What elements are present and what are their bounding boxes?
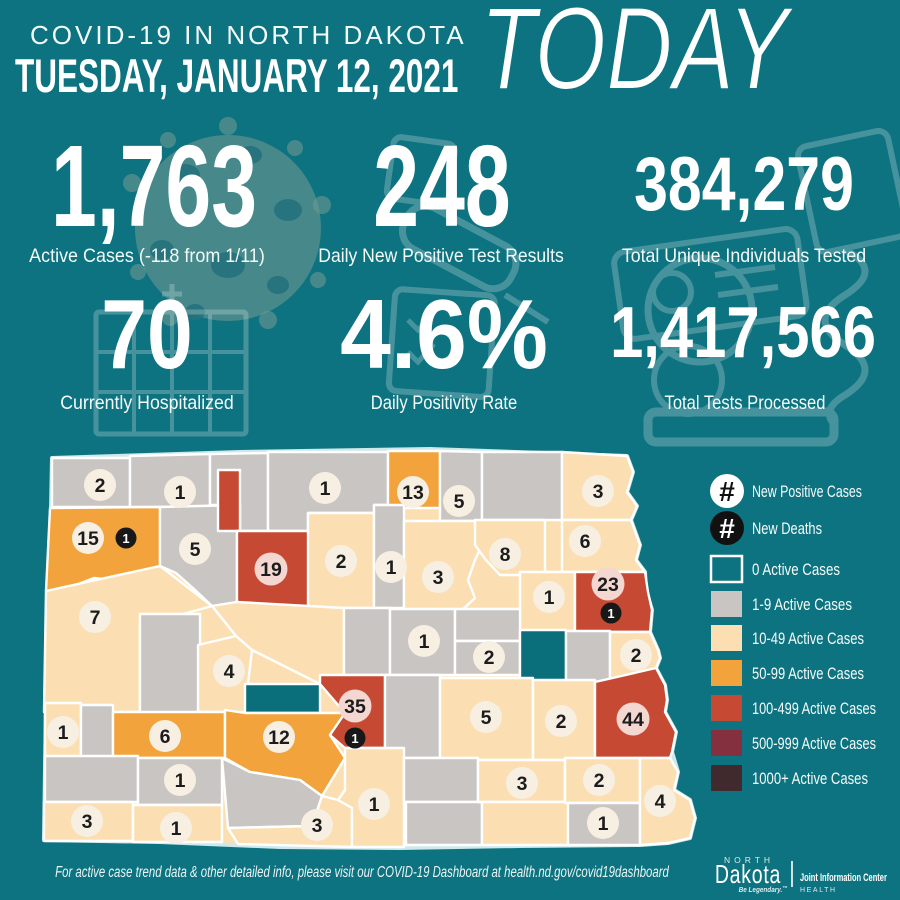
svg-text:15: 15 <box>77 528 99 550</box>
svg-text:1: 1 <box>419 631 430 653</box>
svg-text:1: 1 <box>175 770 186 792</box>
svg-text:1: 1 <box>369 794 380 816</box>
svg-text:1: 1 <box>386 557 397 579</box>
svg-text:8: 8 <box>500 544 511 566</box>
svg-text:3: 3 <box>82 811 93 833</box>
svg-text:5: 5 <box>454 491 465 513</box>
svg-text:1: 1 <box>175 482 186 504</box>
svg-text:100-499 Active Cases: 100-499 Active Cases <box>752 700 876 718</box>
svg-text:3: 3 <box>433 567 444 589</box>
svg-text:#: # <box>719 476 735 507</box>
svg-text:12: 12 <box>268 727 290 749</box>
svg-text:10-49 Active Cases: 10-49 Active Cases <box>752 630 864 648</box>
svg-text:35: 35 <box>344 696 366 718</box>
svg-text:23: 23 <box>597 574 619 596</box>
svg-text:3: 3 <box>312 815 323 837</box>
svg-text:7: 7 <box>90 607 101 629</box>
svg-text:1: 1 <box>58 722 69 744</box>
svg-text:1: 1 <box>122 531 129 546</box>
svg-text:500-999 Active Cases: 500-999 Active Cases <box>752 735 876 753</box>
svg-text:1: 1 <box>171 818 182 840</box>
svg-text:13: 13 <box>402 482 424 504</box>
svg-text:2: 2 <box>556 711 567 733</box>
svg-text:#: # <box>719 513 735 544</box>
svg-text:1: 1 <box>607 606 614 621</box>
svg-text:3: 3 <box>517 773 528 795</box>
svg-text:4: 4 <box>655 791 666 813</box>
svg-text:6: 6 <box>580 531 591 553</box>
svg-text:44: 44 <box>622 709 644 731</box>
svg-text:2: 2 <box>336 551 347 573</box>
svg-text:2: 2 <box>594 770 605 792</box>
svg-text:New Positive Cases: New Positive Cases <box>752 483 862 501</box>
svg-text:50-99 Active Cases: 50-99 Active Cases <box>752 665 864 683</box>
svg-text:3: 3 <box>593 481 604 503</box>
svg-text:2: 2 <box>631 645 642 667</box>
svg-text:4: 4 <box>224 661 235 683</box>
svg-text:19: 19 <box>260 559 282 581</box>
svg-text:5: 5 <box>190 539 201 561</box>
svg-text:5: 5 <box>481 707 492 729</box>
svg-text:1: 1 <box>598 813 609 835</box>
svg-text:1000+ Active Cases: 1000+ Active Cases <box>752 770 868 788</box>
svg-text:2: 2 <box>95 475 106 497</box>
svg-text:0 Active Cases: 0 Active Cases <box>752 561 840 579</box>
svg-text:2: 2 <box>484 647 495 669</box>
svg-text:1: 1 <box>351 731 358 746</box>
svg-text:New Deaths: New Deaths <box>752 520 822 538</box>
svg-text:6: 6 <box>160 726 171 748</box>
svg-text:1: 1 <box>320 478 331 500</box>
svg-text:1: 1 <box>544 587 555 609</box>
svg-text:1-9 Active Cases: 1-9 Active Cases <box>752 596 852 614</box>
